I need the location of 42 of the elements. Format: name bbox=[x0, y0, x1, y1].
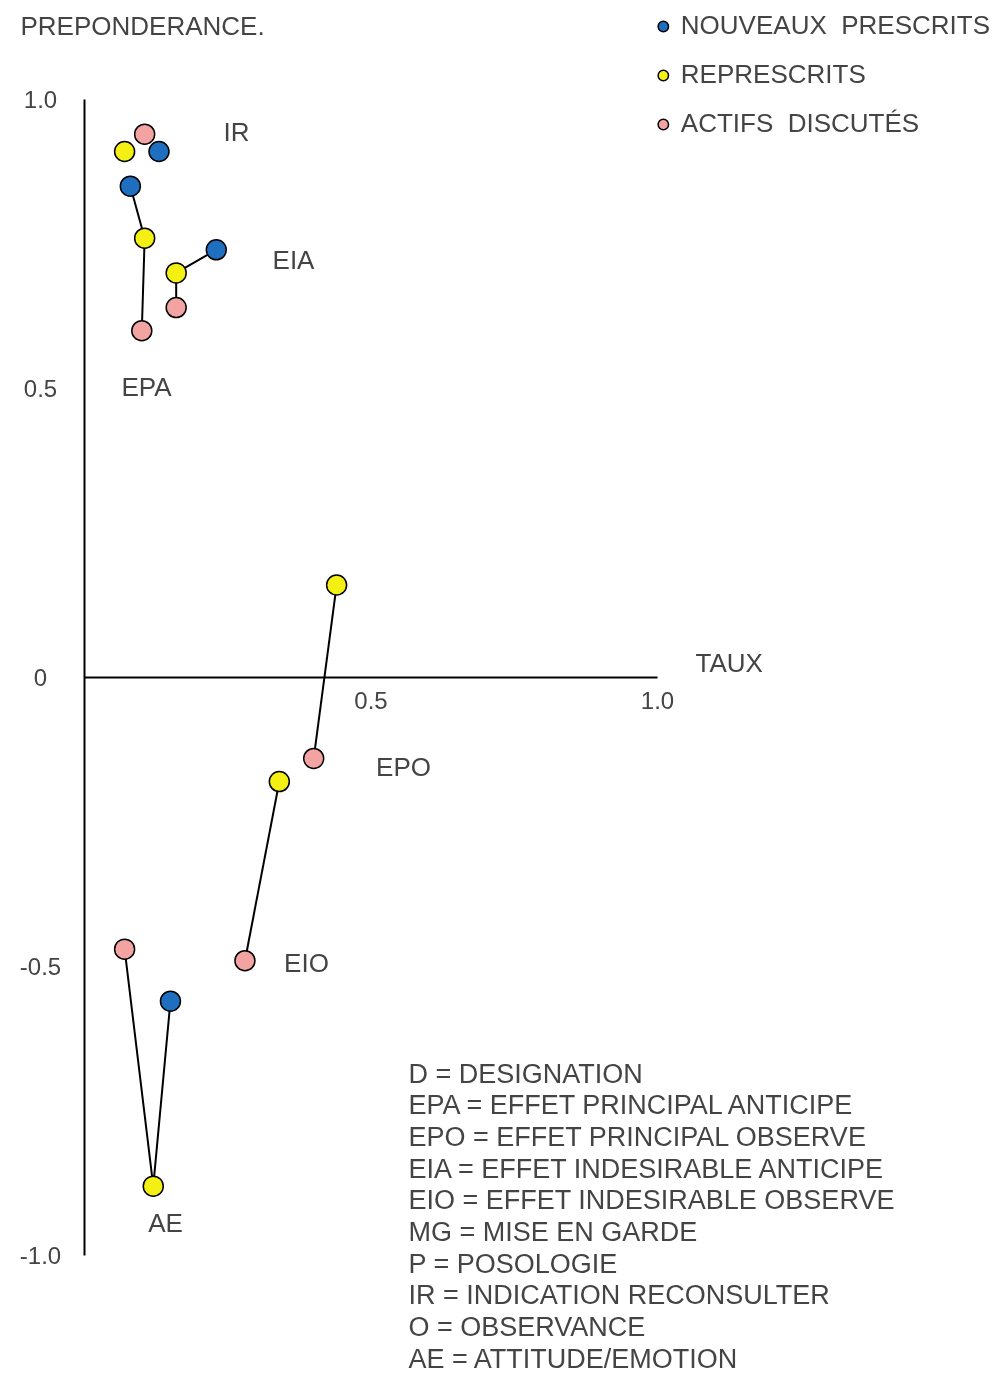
annotation: D = DESIGNATION bbox=[408, 1058, 643, 1089]
point bbox=[325, 574, 348, 596]
annotation: MG = MISE EN GARDE bbox=[408, 1217, 698, 1247]
point bbox=[148, 140, 170, 163]
y-tick-label: 0.5 bbox=[23, 375, 58, 402]
y-tick-label: 1.0 bbox=[23, 86, 58, 113]
point bbox=[302, 747, 325, 770]
annotation: EPO bbox=[376, 751, 431, 782]
point bbox=[133, 227, 156, 249]
text: PREPONDERANCE. bbox=[20, 10, 265, 41]
point bbox=[165, 262, 187, 284]
annotation: EPA bbox=[121, 371, 173, 402]
point bbox=[131, 319, 153, 342]
legend-label: REPRESCRITS bbox=[680, 59, 866, 90]
annotation: EIA bbox=[272, 244, 316, 275]
y-tick-label: 0 bbox=[33, 664, 48, 691]
text: O = OBSERVANCE bbox=[408, 1312, 646, 1343]
legend-label: ACTIFS DISCUTÉS bbox=[680, 108, 920, 139]
annotation: AE bbox=[148, 1207, 183, 1238]
annotation: EPA = EFFET PRINCIPAL ANTICIPE bbox=[408, 1090, 853, 1121]
y-tick-label: -0.5 bbox=[19, 953, 62, 980]
text: IR = INDICATION RECONSULTER bbox=[408, 1280, 830, 1311]
point bbox=[268, 770, 291, 793]
point bbox=[165, 296, 187, 319]
point bbox=[234, 949, 256, 972]
text: AE = ATTITUDE/EMOTION bbox=[408, 1343, 738, 1373]
annotation: EIO = EFFET INDESIRABLE OBSERVE bbox=[408, 1185, 895, 1216]
point bbox=[113, 140, 136, 163]
point bbox=[142, 1175, 165, 1197]
annotation: EIA = EFFET INDESIRABLE ANTICIPE bbox=[408, 1153, 883, 1184]
y-tick-label: -1.0 bbox=[19, 1242, 62, 1269]
point bbox=[133, 123, 156, 145]
point bbox=[159, 990, 182, 1012]
point bbox=[119, 175, 142, 197]
annotation: P = POSOLOGIE bbox=[408, 1248, 618, 1279]
annotation: EIO bbox=[284, 947, 329, 978]
x-axis-title: TAUX bbox=[695, 647, 763, 678]
legend-label: NOUVEAUX PRESCRITS bbox=[680, 10, 990, 41]
annotation: IR bbox=[223, 116, 250, 147]
annotation: EPO = EFFET PRINCIPAL OBSERVE bbox=[408, 1121, 866, 1152]
point bbox=[205, 239, 228, 261]
point bbox=[113, 938, 136, 960]
